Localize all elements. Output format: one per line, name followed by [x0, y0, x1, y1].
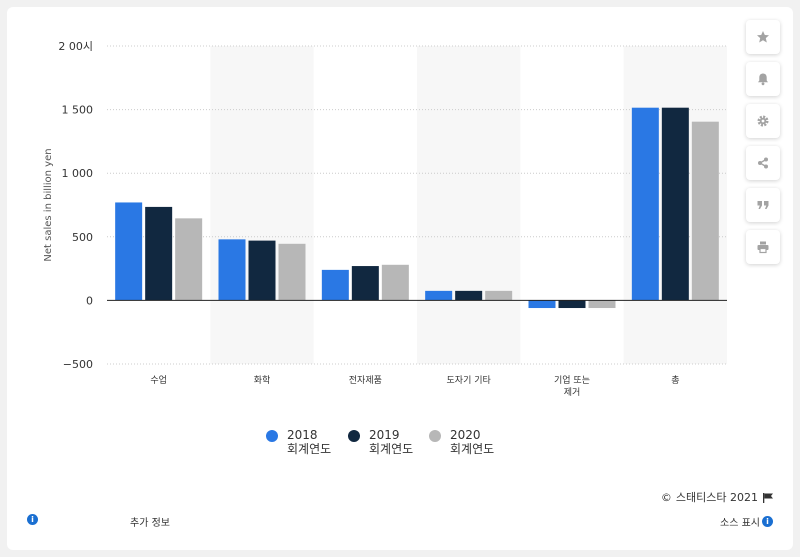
bar — [175, 218, 203, 301]
legend-item-2018[interactable]: 2018 회계연도 — [266, 428, 331, 456]
bar — [558, 300, 586, 309]
bar — [485, 290, 513, 301]
x-tick-label: 전자제품 — [349, 375, 382, 386]
copyright-symbol: © — [660, 490, 672, 504]
favorite-button[interactable] — [746, 20, 780, 54]
category-band — [210, 46, 314, 364]
legend-label: 2019 회계연도 — [369, 428, 414, 456]
y-tick-label: 1 000 — [62, 167, 94, 180]
bar — [381, 264, 409, 301]
side-toolbar — [746, 20, 780, 272]
print-button[interactable] — [746, 230, 780, 264]
legend-item-2019[interactable]: 2019 회계연도 — [348, 428, 413, 456]
bar — [631, 107, 659, 301]
y-tick-label: 0 — [86, 294, 93, 307]
y-tick-label: 500 — [72, 231, 93, 244]
bar — [661, 107, 689, 301]
legend-dot — [266, 430, 278, 442]
bar — [691, 121, 719, 301]
more-info-link[interactable]: 추가 정보 — [130, 518, 170, 529]
show-source-label: 소스 표시 — [720, 518, 760, 529]
settings-button[interactable] — [746, 104, 780, 138]
legend-dot — [429, 430, 441, 442]
share-icon — [758, 157, 768, 169]
info-icon: i — [762, 516, 773, 527]
credit-text: 스태티스타 2021 — [675, 491, 758, 504]
x-tick-label: 도자기 기타 — [447, 375, 492, 386]
share-button[interactable] — [746, 146, 780, 180]
legend-dot — [348, 430, 360, 442]
info-button[interactable]: i — [27, 514, 38, 525]
bar — [425, 290, 453, 301]
bar-chart: −500 0 500 1 000 1 500 2 00시 Net sales in bill… — [43, 40, 727, 398]
category-band — [417, 46, 521, 364]
flag-icon — [763, 492, 773, 503]
show-source-link[interactable]: 소스 표시 i — [720, 514, 773, 529]
x-tick-label: 총 — [671, 375, 679, 386]
quote-icon — [757, 201, 769, 209]
cite-button[interactable] — [746, 188, 780, 222]
y-tick-label: −500 — [63, 358, 93, 371]
bar — [528, 300, 556, 309]
x-tick-label: 화학 — [254, 375, 271, 386]
bar — [588, 300, 616, 309]
bar — [455, 290, 483, 301]
bar — [351, 266, 379, 301]
y-tick-label: 1 500 — [62, 104, 94, 117]
x-tick-label: 수업 — [150, 375, 167, 386]
print-icon — [757, 241, 769, 254]
legend-item-2020[interactable]: 2020 회계연도 — [429, 428, 494, 456]
legend-label: 2018 회계연도 — [287, 428, 332, 456]
statista-credit[interactable]: © 스태티스타 2021 — [661, 489, 774, 505]
notification-button[interactable] — [746, 62, 780, 96]
bar — [278, 243, 306, 301]
bell-icon — [758, 73, 768, 86]
bar — [321, 269, 349, 301]
info-icon: i — [27, 514, 38, 525]
bar — [248, 240, 276, 301]
legend-label: 2020 회계연도 — [450, 428, 495, 456]
x-tick-label: 제거 — [564, 387, 581, 398]
bar — [145, 206, 173, 301]
bar — [115, 202, 143, 301]
star-icon — [757, 31, 769, 43]
y-tick-label: 2 00시 — [58, 40, 93, 53]
bar — [218, 239, 246, 301]
gear-icon — [757, 115, 769, 127]
x-tick-label: 기업 또는 — [554, 375, 590, 386]
y-axis-title: Net sales in billion yen — [43, 148, 54, 261]
